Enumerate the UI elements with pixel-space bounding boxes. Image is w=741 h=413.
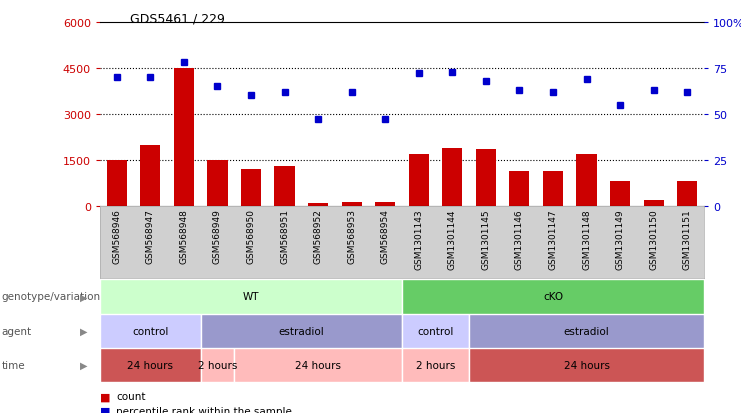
Bar xyxy=(308,204,328,206)
Bar xyxy=(442,148,462,206)
Text: 24 hours: 24 hours xyxy=(563,360,610,370)
Text: GSM1301149: GSM1301149 xyxy=(616,209,625,269)
Bar xyxy=(543,171,563,206)
Text: GSM1301143: GSM1301143 xyxy=(414,209,423,269)
Bar xyxy=(201,314,402,348)
Bar xyxy=(469,314,704,348)
Text: GSM1301147: GSM1301147 xyxy=(548,209,557,269)
Text: GSM1301145: GSM1301145 xyxy=(482,209,491,269)
Bar xyxy=(207,161,227,206)
Text: GSM568948: GSM568948 xyxy=(179,209,188,263)
Bar xyxy=(241,170,261,206)
Text: GSM568951: GSM568951 xyxy=(280,209,289,263)
Text: GSM568952: GSM568952 xyxy=(313,209,322,263)
Bar xyxy=(107,161,127,206)
Bar xyxy=(100,348,201,382)
Bar xyxy=(234,348,402,382)
Bar xyxy=(469,348,704,382)
Text: count: count xyxy=(116,392,146,401)
Text: GSM1301151: GSM1301151 xyxy=(682,209,691,269)
Text: GSM1301148: GSM1301148 xyxy=(582,209,591,269)
Text: GSM568949: GSM568949 xyxy=(213,209,222,263)
Text: estradiol: estradiol xyxy=(279,326,325,336)
Bar xyxy=(402,280,704,314)
Bar xyxy=(402,314,469,348)
Text: GSM1301150: GSM1301150 xyxy=(649,209,658,269)
Bar xyxy=(174,69,194,206)
Text: genotype/variation: genotype/variation xyxy=(1,292,101,302)
Text: GSM568954: GSM568954 xyxy=(381,209,390,263)
Text: ■: ■ xyxy=(100,406,110,413)
Text: 2 hours: 2 hours xyxy=(198,360,237,370)
Text: GSM1301144: GSM1301144 xyxy=(448,209,456,269)
Text: percentile rank within the sample: percentile rank within the sample xyxy=(116,406,292,413)
Bar xyxy=(677,182,697,206)
Bar xyxy=(375,202,395,206)
Bar xyxy=(342,202,362,206)
Text: cKO: cKO xyxy=(543,292,563,302)
Bar xyxy=(409,154,429,206)
Text: ▶: ▶ xyxy=(80,292,87,302)
Bar xyxy=(201,348,234,382)
Bar xyxy=(140,145,160,206)
Text: ▶: ▶ xyxy=(80,360,87,370)
Text: 24 hours: 24 hours xyxy=(295,360,341,370)
Bar xyxy=(576,154,597,206)
Bar xyxy=(643,201,664,206)
Text: ■: ■ xyxy=(100,392,110,401)
Text: time: time xyxy=(1,360,25,370)
Text: GSM568946: GSM568946 xyxy=(113,209,122,263)
Bar xyxy=(476,150,496,206)
Text: GSM1301146: GSM1301146 xyxy=(515,209,524,269)
Text: control: control xyxy=(417,326,453,336)
Text: WT: WT xyxy=(243,292,259,302)
Text: GSM568953: GSM568953 xyxy=(348,209,356,263)
Bar xyxy=(274,167,295,206)
Text: control: control xyxy=(132,326,168,336)
Text: GSM568950: GSM568950 xyxy=(247,209,256,263)
Text: agent: agent xyxy=(1,326,32,336)
Text: estradiol: estradiol xyxy=(564,326,609,336)
Bar xyxy=(100,280,402,314)
Text: GDS5461 / 229: GDS5461 / 229 xyxy=(130,12,225,25)
Bar xyxy=(402,348,469,382)
Text: 24 hours: 24 hours xyxy=(127,360,173,370)
Bar xyxy=(100,314,201,348)
Text: GSM568947: GSM568947 xyxy=(146,209,155,263)
Text: 2 hours: 2 hours xyxy=(416,360,455,370)
Bar xyxy=(610,182,630,206)
Bar xyxy=(509,171,530,206)
Text: ▶: ▶ xyxy=(80,326,87,336)
